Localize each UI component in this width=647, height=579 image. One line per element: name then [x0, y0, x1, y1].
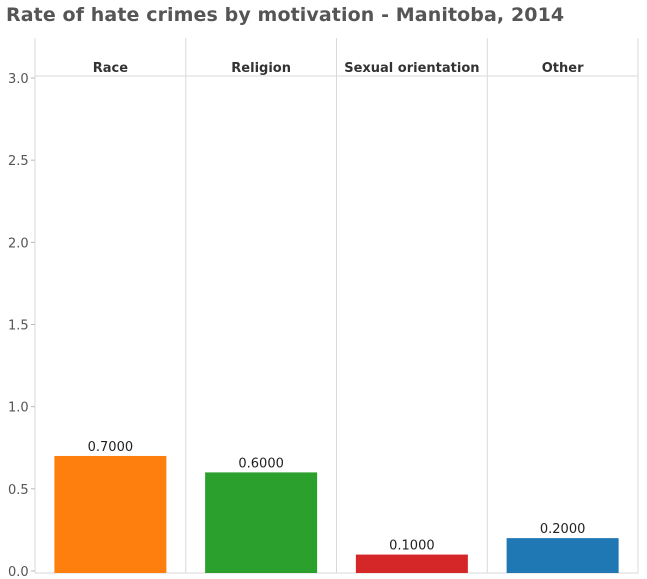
- y-tick-label: 0.5: [8, 483, 29, 498]
- bar-2: [205, 472, 318, 573]
- category-headers: Race Religion Sexual orientation Other: [93, 61, 584, 76]
- bar-3: [355, 554, 468, 573]
- y-tick-label: 2.5: [8, 154, 29, 169]
- category-header-1: Race: [93, 61, 128, 76]
- bars: [54, 455, 619, 573]
- data-labels: 0.7000 0.6000 0.1000 0.2000: [88, 440, 586, 554]
- category-header-3: Sexual orientation: [344, 61, 479, 76]
- y-tick-label: 0.0: [8, 565, 29, 579]
- y-tick-label: 1.5: [8, 319, 29, 334]
- bar-1: [54, 455, 167, 573]
- y-axis: 0.0 0.5 1.0 1.5 2.0 2.5 3.0: [8, 72, 35, 579]
- category-header-2: Religion: [231, 61, 291, 76]
- data-label-3: 0.1000: [389, 539, 435, 554]
- y-tick-label: 2.0: [8, 236, 29, 251]
- chart-title: Rate of hate crimes by motivation - Mani…: [6, 4, 565, 26]
- data-label-1: 0.7000: [88, 440, 134, 455]
- category-header-4: Other: [542, 61, 584, 76]
- data-label-2: 0.6000: [238, 456, 284, 471]
- y-tick-label: 3.0: [8, 72, 29, 87]
- data-label-4: 0.2000: [540, 522, 586, 537]
- bar-4: [506, 538, 619, 573]
- y-tick-label: 1.0: [8, 401, 29, 416]
